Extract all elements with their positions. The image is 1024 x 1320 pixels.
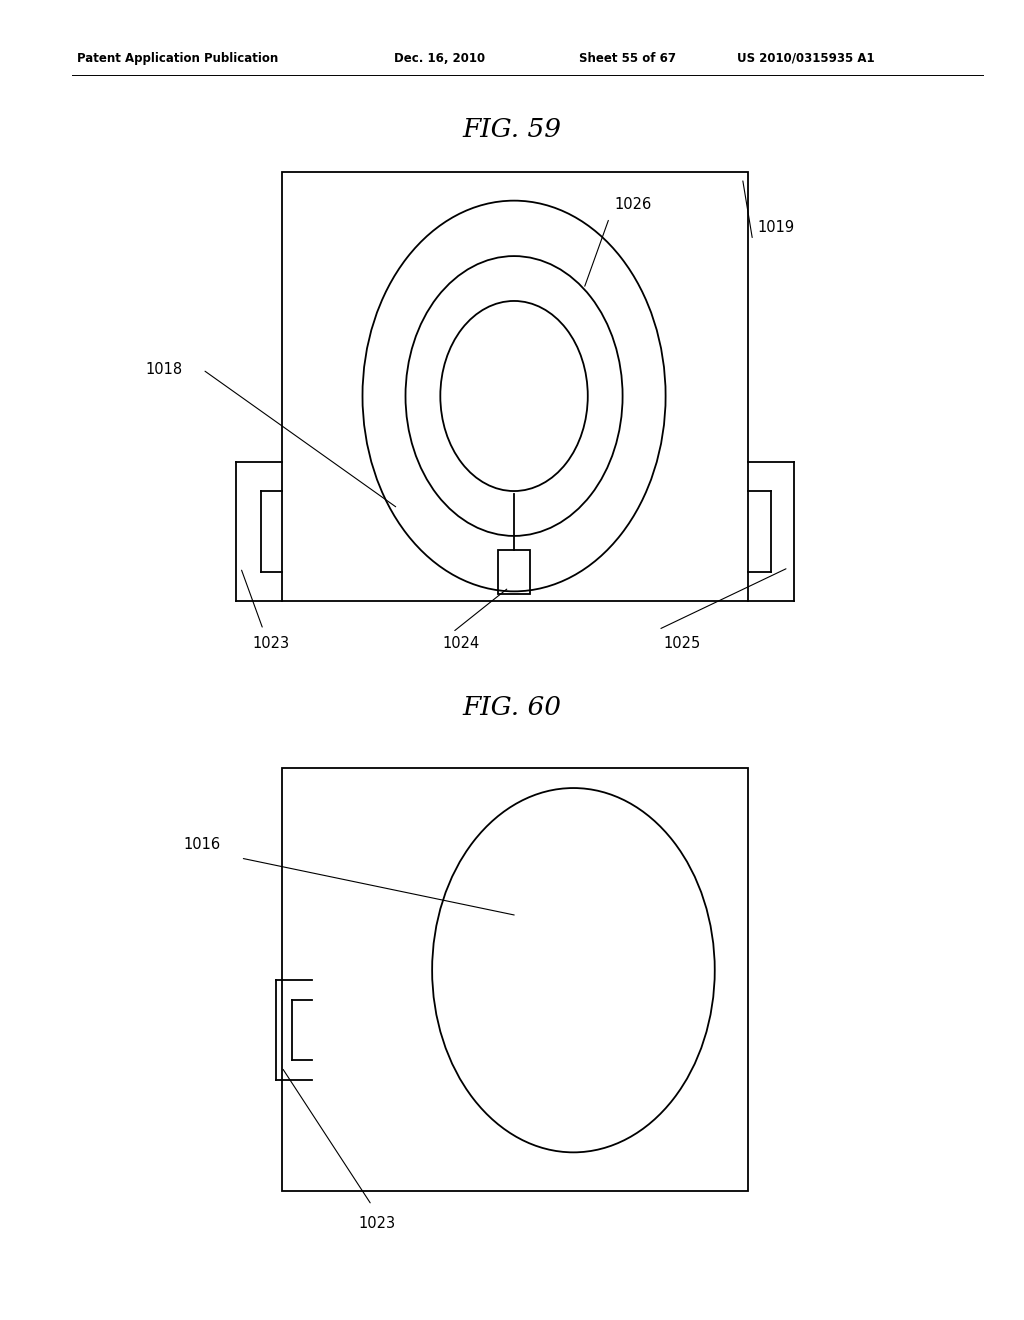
Text: 1025: 1025 — [664, 636, 700, 651]
Text: 1018: 1018 — [145, 362, 182, 378]
Bar — [282, 172, 748, 601]
Text: Dec. 16, 2010: Dec. 16, 2010 — [394, 51, 485, 65]
Text: Patent Application Publication: Patent Application Publication — [77, 51, 279, 65]
Text: 1016: 1016 — [183, 837, 220, 853]
Text: Sheet 55 of 67: Sheet 55 of 67 — [579, 51, 676, 65]
Text: FIG. 59: FIG. 59 — [463, 117, 561, 141]
Text: 1026: 1026 — [614, 197, 651, 213]
Text: US 2010/0315935 A1: US 2010/0315935 A1 — [737, 51, 874, 65]
Text: FIG. 60: FIG. 60 — [463, 696, 561, 719]
Bar — [498, 550, 530, 594]
Text: 1024: 1024 — [442, 636, 479, 651]
Text: 1023: 1023 — [358, 1216, 395, 1230]
Bar — [282, 768, 748, 1191]
Text: 1019: 1019 — [758, 219, 795, 235]
Text: 1023: 1023 — [253, 636, 290, 651]
